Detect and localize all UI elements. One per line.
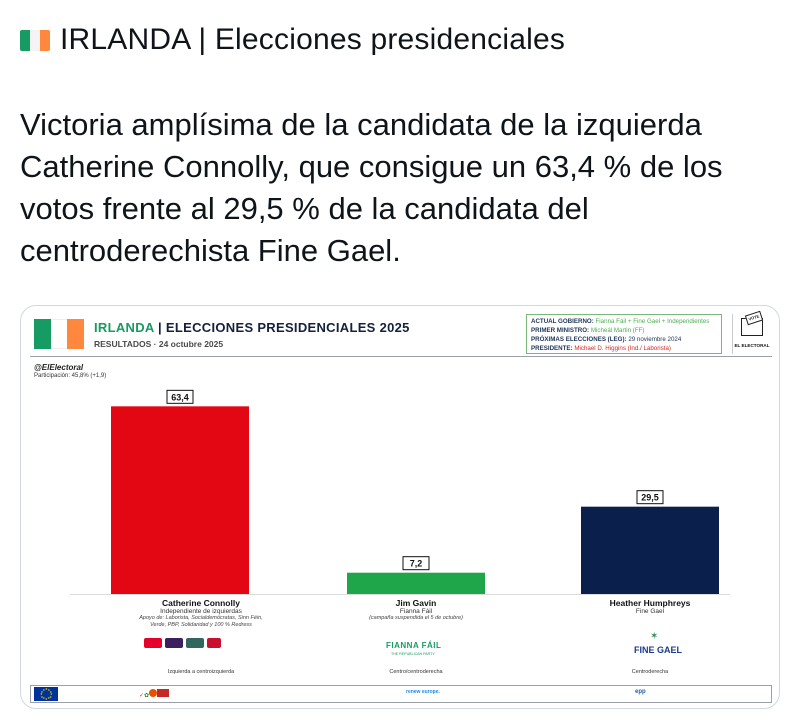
candidate-party: Fianna Fáil	[399, 608, 433, 615]
candidate-note: (campaña suspendida el 5 de octubre)	[369, 615, 463, 621]
tweet-header: IRLANDA | Elecciones presidenciales	[20, 18, 565, 62]
eu-star-icon: ★	[45, 687, 48, 691]
graphic-subtitle: RESULTADOS · 24 octubre 2025	[94, 339, 224, 349]
candidate-name: Heather Humphreys	[609, 598, 691, 608]
info-pm-label: PRIMER MINISTRO:	[531, 327, 590, 334]
eu-flag-icon: ★ ★ ★ ★ ★ ★ ★ ★ ★ ★ ★ ★	[34, 687, 58, 701]
logo-text: EL ELECTORAL	[734, 343, 770, 348]
source-handle: @ElElectoral	[34, 363, 84, 372]
info-gov-label: ACTUAL GOBIERNO:	[531, 318, 594, 325]
info-next-label: PRÓXIMAS ELECCIONES (LEG):	[531, 336, 627, 343]
tweet-media-card[interactable]: IRLANDA | ELECCIONES PRESIDENCIALES 2025…	[20, 305, 780, 709]
turnout-text: Participación: 45,8% (+1,9)	[34, 373, 107, 379]
candidate-label-connolly: Catherine Connolly Independiente de izqu…	[106, 598, 296, 629]
ideology-gavin: Centro/centroderecha	[389, 669, 443, 675]
eu-star-icon: ★	[49, 694, 53, 699]
eu-star-icon: ★	[42, 696, 46, 701]
european-groups-band: ★ ★ ★ ★ ★ ★ ★ ★ ★ ★ ★ ★ ✓✿ renew europe. epp	[30, 685, 772, 703]
eu-star-icon: ★	[40, 689, 44, 694]
labour-logo-icon	[144, 638, 162, 648]
sinn-fein-logo-icon	[186, 638, 204, 648]
ideology-connolly: Izquierda a centroizquierda	[167, 669, 235, 675]
info-pres-label: PRESIDENTE:	[531, 345, 573, 352]
candidate-name: Catherine Connolly	[162, 598, 240, 608]
candidate-label-gavin: Jim Gavin Fianna Fáil (campaña suspendid…	[336, 598, 496, 622]
candidate-label-humphreys: Heather Humphreys Fine Gael	[570, 598, 730, 615]
pbp-logo-icon	[207, 638, 221, 648]
ireland-flag-icon	[34, 319, 85, 349]
social-democrats-logo-icon	[165, 638, 183, 648]
candidate-party: Independiente de izquierdas	[160, 608, 242, 615]
graphic-title: IRLANDA | ELECCIONES PRESIDENCIALES 2025	[94, 320, 410, 335]
eu-star-icon: ★	[49, 689, 53, 694]
fine-gael-star-icon: ✶	[650, 631, 659, 642]
ideology-humphreys: Centroderecha	[631, 669, 669, 675]
candidate-party: Fine Gael	[635, 608, 665, 615]
bar-2	[581, 506, 719, 594]
el-electoral-logo: VOTE EL ELECTORAL	[732, 310, 770, 354]
fine-gael-logo: FINE GAEL	[634, 645, 683, 655]
eu-star-icon: ★	[50, 692, 53, 696]
graphic-title-country: IRLANDA	[94, 320, 155, 335]
fianna-fail-logo: FIANNA FÁIL	[386, 641, 442, 650]
bar-1	[347, 572, 485, 594]
left-groups-logos: ✓✿	[139, 689, 170, 699]
eu-star-icon: ★	[42, 687, 46, 692]
info-next-value: 29 noviembre 2024	[628, 336, 682, 343]
fianna-fail-sub: THE REPUBLICAN PARTY	[391, 652, 435, 656]
bar-0	[111, 406, 249, 594]
value-label-0: 63,4	[171, 392, 189, 402]
eu-star-icon: ★	[47, 687, 51, 692]
eu-star-icon: ★	[40, 692, 43, 696]
renew-europe-logo: renew europe.	[406, 689, 440, 695]
info-box: ACTUAL GOBIERNO: Fianna Fáil + Fine Gael…	[526, 314, 722, 354]
election-graphic: IRLANDA | ELECCIONES PRESIDENCIALES 2025…	[30, 310, 772, 705]
ballot-box-icon: VOTE	[741, 310, 764, 336]
tweet-body-text: Victoria amplísima de la candidata de la…	[20, 107, 723, 268]
candidate-name: Jim Gavin	[395, 598, 437, 608]
candidate-support-note: Apoyo de: Laborista, Socialdemócratas, S…	[139, 615, 263, 628]
graphic-title-rest: | ELECCIONES PRESIDENCIALES 2025	[158, 320, 410, 335]
value-label-1: 7,2	[410, 559, 423, 569]
value-label-box-2	[636, 490, 664, 505]
value-label-box-0	[166, 389, 194, 404]
graphic-title-band: IRLANDA | ELECCIONES PRESIDENCIALES 2025…	[30, 310, 772, 357]
eu-star-icon: ★	[45, 697, 48, 701]
value-label-2: 29,5	[641, 493, 659, 503]
tweet-header-title: IRLANDA | Elecciones presidenciales	[60, 23, 566, 56]
info-pm-value: Micheál Martin (FF)	[590, 327, 645, 334]
info-pres-value: Michael D. Higgins (Ind./ Laborista)	[574, 345, 671, 352]
epp-logo: epp	[635, 689, 646, 695]
eu-star-icon: ★	[40, 694, 44, 699]
bar-chart: 63,4 7,2 29,5	[70, 389, 730, 595]
ireland-flag-icon	[20, 29, 50, 51]
value-label-box-1	[402, 556, 430, 571]
supporting-party-logos	[144, 638, 221, 648]
eu-star-icon: ★	[47, 696, 51, 701]
info-gov-value: Fianna Fáil + Fine Gael + Independientes	[595, 318, 710, 325]
